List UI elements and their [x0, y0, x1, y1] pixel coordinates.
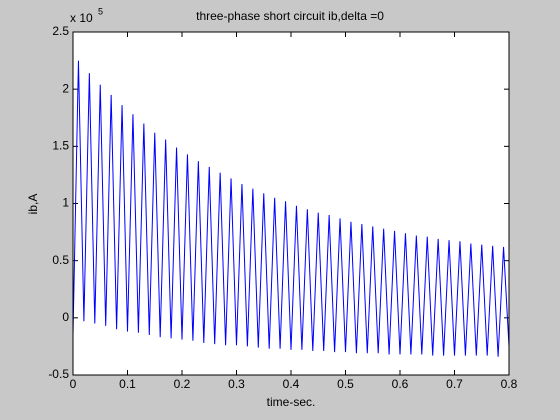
x-tick-label: 0: [70, 377, 77, 391]
y-exponent: 5: [98, 6, 103, 16]
y-exponent-base: x 10: [70, 11, 93, 25]
y-axis-label: ib,A: [26, 194, 40, 215]
x-tick-label: 0.3: [228, 377, 245, 391]
data-line: [72, 60, 510, 357]
y-tick-label: 1.5: [52, 139, 69, 153]
y-tick-label: 1: [62, 196, 69, 210]
y-tick-label: 2: [62, 81, 69, 95]
y-tick-label: 0: [62, 310, 69, 324]
y-tick-label: 0.5: [52, 253, 69, 267]
y-tick-label: -0.5: [48, 367, 69, 381]
x-tick-label: 0.7: [446, 377, 463, 391]
x-axis-label: time-sec.: [267, 395, 316, 409]
x-tick-label: 0.1: [119, 377, 136, 391]
x-tick-label: 0.6: [392, 377, 409, 391]
y-tick-label: 2.5: [52, 24, 69, 38]
x-tick-label: 0.5: [337, 377, 354, 391]
x-tick-label: 0.4: [283, 377, 300, 391]
x-tick-label: 0.8: [501, 377, 518, 391]
x-tick-label: 0.2: [174, 377, 191, 391]
axes-box: [72, 31, 510, 376]
chart-title: three-phase short circuit ib,delta =0: [196, 9, 384, 23]
